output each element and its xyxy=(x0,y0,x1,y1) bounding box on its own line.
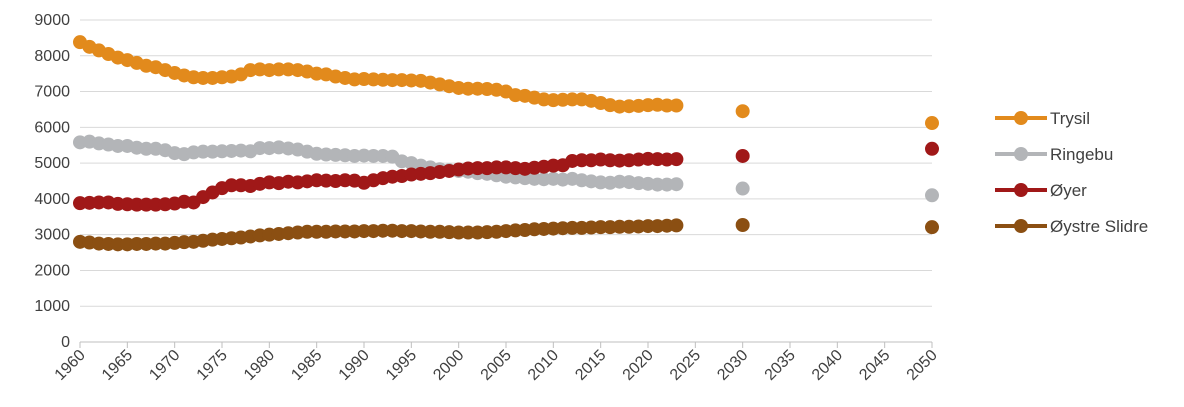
x-tick-label: 2000 xyxy=(430,347,467,384)
y-tick-label: 5000 xyxy=(34,155,70,172)
x-tick-label: 2025 xyxy=(667,347,704,384)
x-tick-label: 1975 xyxy=(194,347,231,384)
legend-label: Øystre Slidre xyxy=(1050,217,1148,236)
projection-point xyxy=(925,116,939,131)
y-tick-label: 9000 xyxy=(34,12,70,29)
y-axis-ticks: 0 1000 2000 3000 4000 5000 6000 7000 8000 9000 xyxy=(34,12,70,351)
legend-item: Øystre Slidre xyxy=(995,217,1148,236)
x-tick-label: 2040 xyxy=(809,347,846,384)
y-tick-label: 4000 xyxy=(34,191,70,208)
x-tick-label: 1965 xyxy=(99,347,136,384)
y-tick-label: 1000 xyxy=(34,298,70,315)
x-tick-label: 2030 xyxy=(714,347,751,384)
y-tick-label: 7000 xyxy=(34,84,70,101)
legend-marker xyxy=(1014,219,1028,233)
data-point xyxy=(669,98,684,113)
legend-marker xyxy=(1014,183,1028,197)
data-point xyxy=(669,152,684,167)
projection-point xyxy=(735,104,750,119)
y-tick-label: 0 xyxy=(61,334,70,351)
series-layer xyxy=(73,35,939,252)
x-tick-label: 2045 xyxy=(856,347,893,384)
series-øyer xyxy=(73,141,939,212)
y-tick-label: 2000 xyxy=(34,262,70,279)
legend-label: Ringebu xyxy=(1050,145,1113,164)
projection-point xyxy=(735,218,750,233)
legend-marker xyxy=(1014,111,1028,125)
legend-label: Øyer xyxy=(1050,181,1087,200)
x-tick-label: 2015 xyxy=(572,347,609,384)
projection-point xyxy=(925,188,939,203)
series-trysil xyxy=(73,35,939,131)
x-tick-label: 1985 xyxy=(288,347,325,384)
projection-point xyxy=(925,141,939,156)
x-tick-label: 1995 xyxy=(383,347,420,384)
projection-point xyxy=(735,181,750,196)
x-tick-label: 1980 xyxy=(241,347,278,384)
data-point xyxy=(669,177,684,192)
projection-point xyxy=(925,220,939,235)
x-tick-label: 2010 xyxy=(525,347,562,384)
x-tick-label: 1990 xyxy=(336,347,373,384)
data-point xyxy=(669,218,684,233)
legend-item: Trysil xyxy=(995,109,1090,128)
x-tick-label: 2005 xyxy=(478,347,515,384)
projection-point xyxy=(735,148,750,163)
legend: Trysil Ringebu Øyer Øystre Slidre xyxy=(995,109,1148,236)
legend-item: Øyer xyxy=(995,181,1087,200)
y-tick-label: 6000 xyxy=(34,119,70,136)
series-øystre-slidre xyxy=(73,218,939,252)
legend-item: Ringebu xyxy=(995,145,1113,164)
legend-marker xyxy=(1014,147,1028,161)
x-tick-label: 2035 xyxy=(762,347,799,384)
legend-label: Trysil xyxy=(1050,109,1090,128)
y-tick-label: 3000 xyxy=(34,227,70,244)
x-tick-label: 2020 xyxy=(620,347,657,384)
x-tick-label: 1970 xyxy=(146,347,183,384)
x-axis-ticks: 1960 1965 1970 1975 1980 1985 1990 1995 2000 2005… xyxy=(52,342,941,384)
x-tick-label: 2050 xyxy=(904,347,941,384)
y-tick-label: 8000 xyxy=(34,48,70,65)
x-tick-label: 1960 xyxy=(52,347,89,384)
